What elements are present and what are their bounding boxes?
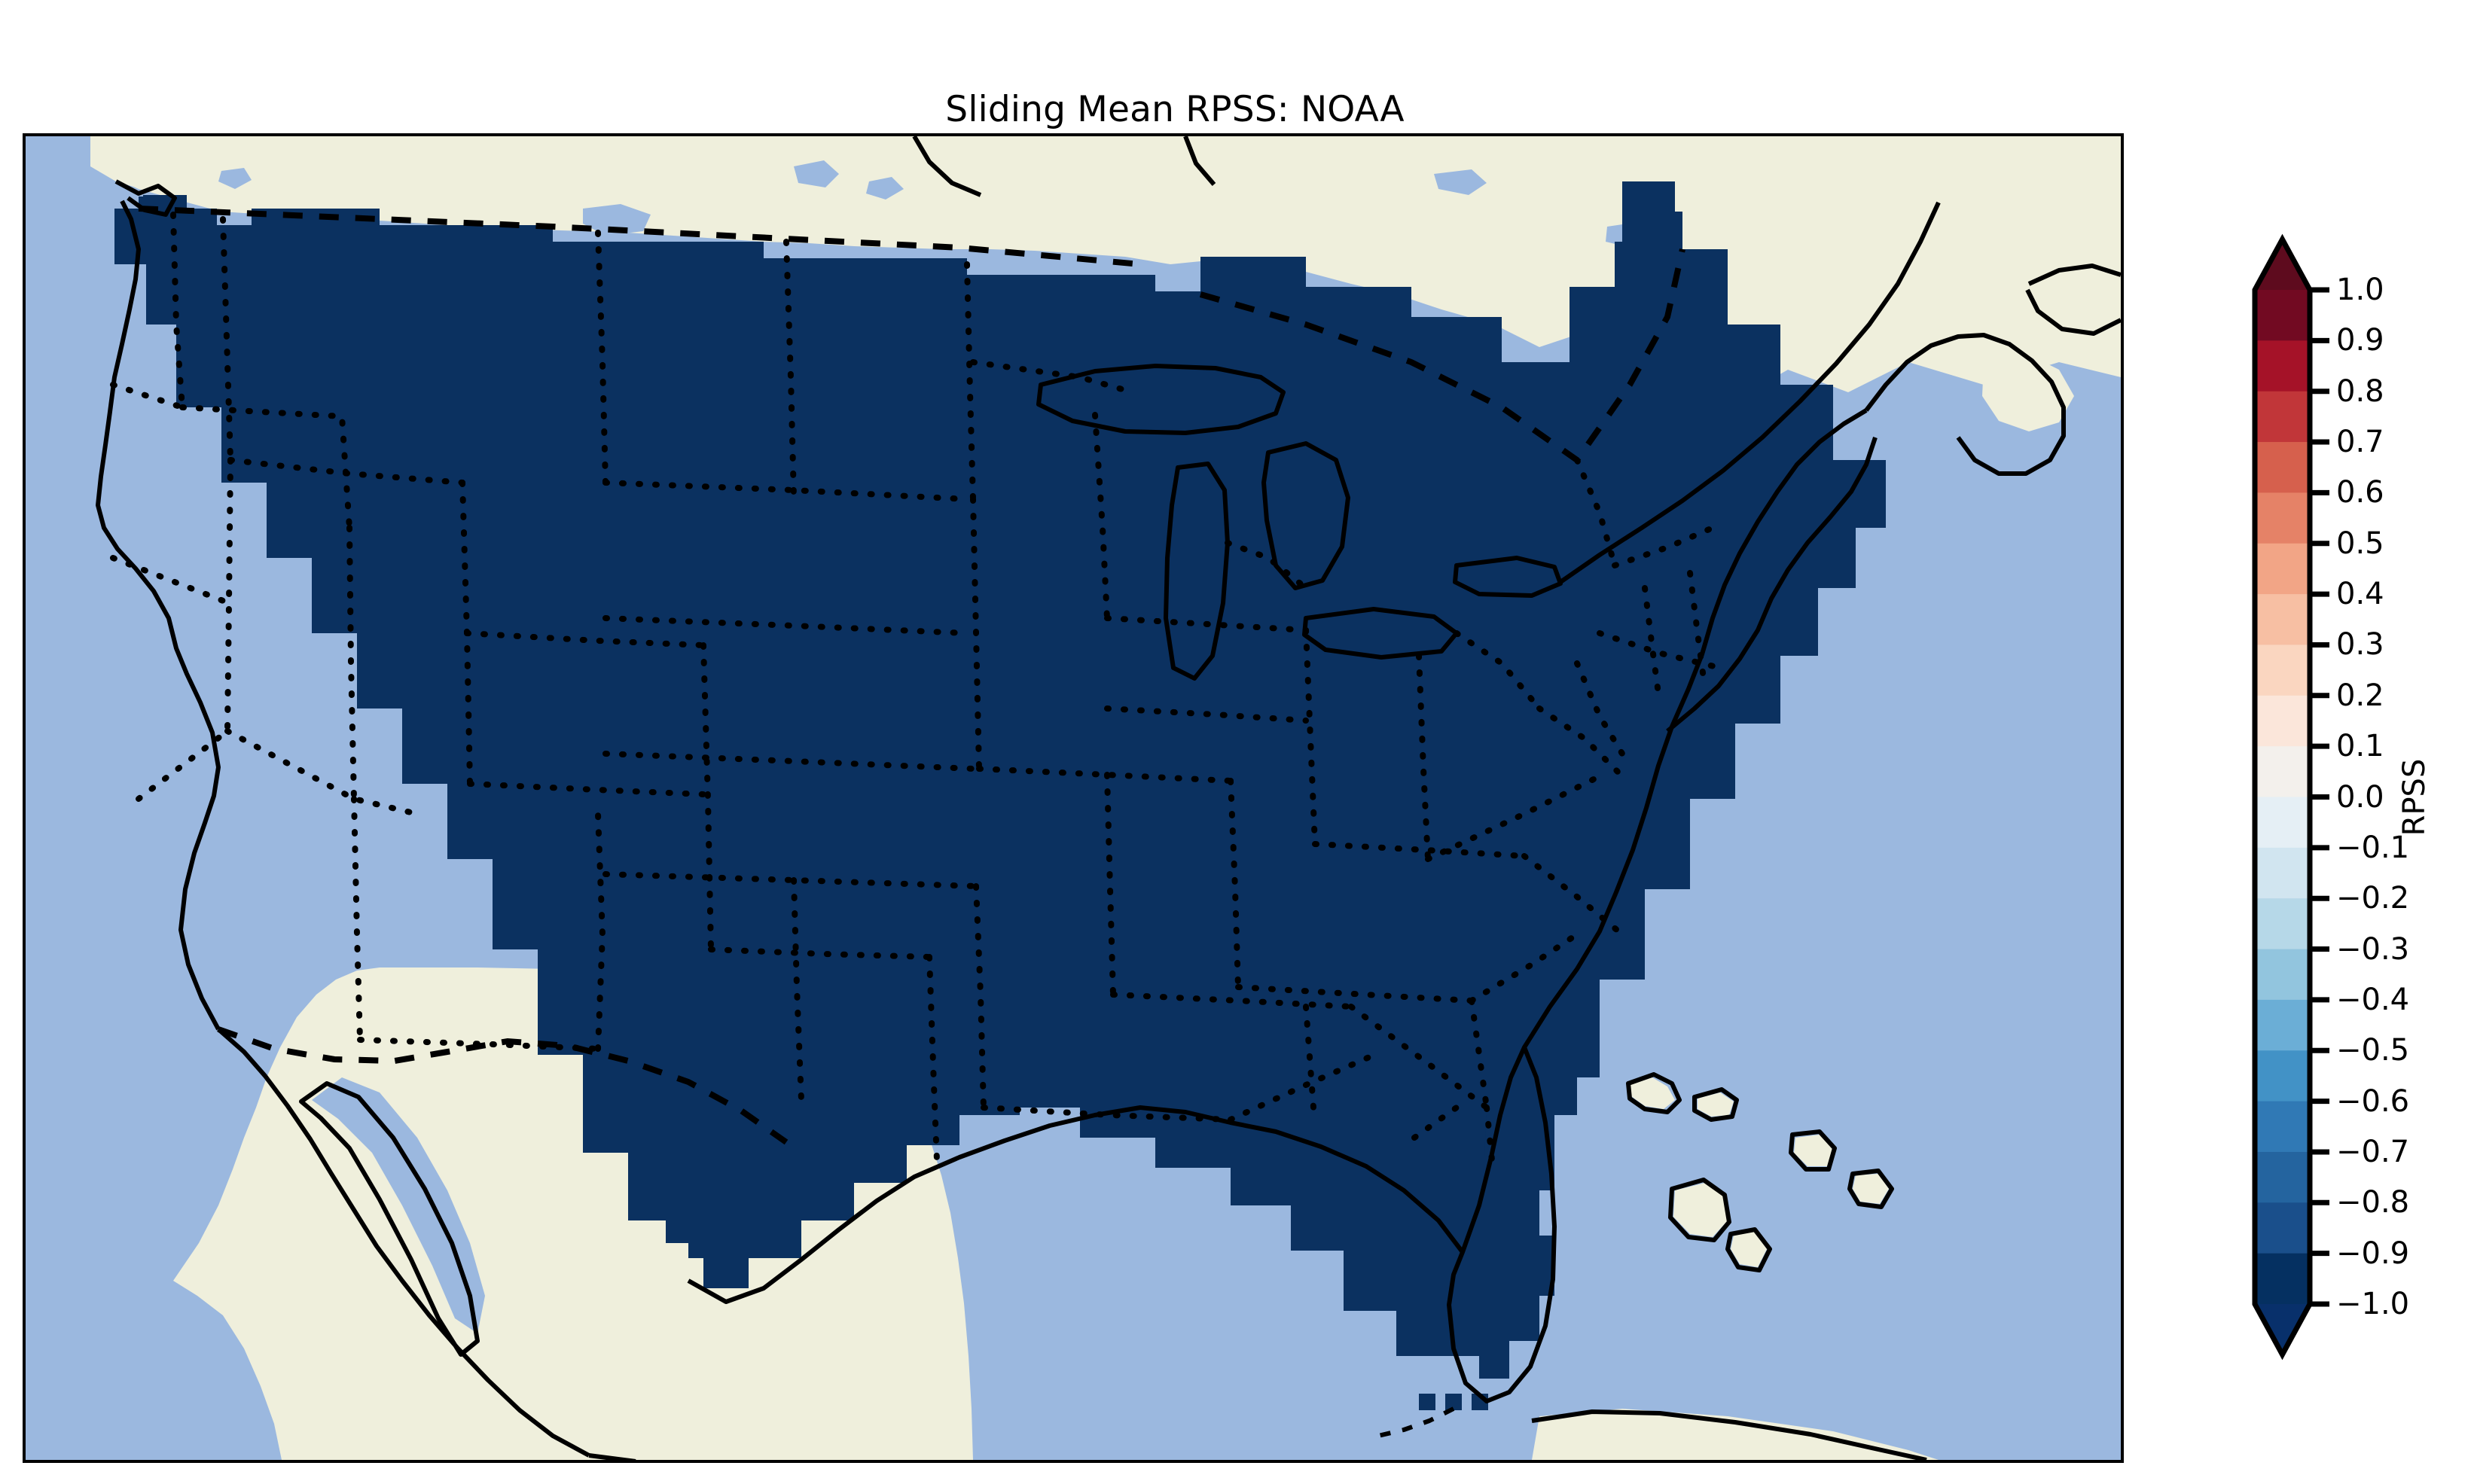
colorbar-ticks xyxy=(2310,287,2329,1307)
state-border-layer xyxy=(110,212,1723,1171)
colorbar-tick-label: 0.5 xyxy=(2336,526,2384,561)
country-border-layer xyxy=(138,206,1685,1145)
colorbar-tick-label: 1.0 xyxy=(2336,273,2384,307)
colorbar-tick-label: −0.3 xyxy=(2336,931,2410,967)
colorbar-extend-under xyxy=(2255,1304,2310,1354)
colorbar-band xyxy=(2255,1050,2310,1102)
colorbar-band xyxy=(2255,949,2310,1001)
rpss-cell xyxy=(1419,1394,1435,1410)
colorbar-tick-label: 0.2 xyxy=(2336,678,2384,713)
colorbar-tick-labels: 1.0 0.9 0.8 0.7 0.6 0.5 0.4 0.3 0.2 0.1 0.0 −0.1 −0.… xyxy=(2255,239,2474,1355)
colorbar-tick-label: −0.5 xyxy=(2336,1033,2410,1068)
colorbar-band xyxy=(2255,290,2310,341)
colorbar-tick-label: 0.1 xyxy=(2336,729,2384,764)
colorbar-tick-label: 0.8 xyxy=(2336,373,2384,409)
title-line-1: Sliding Mean RPSS: NOAA xyxy=(945,88,1405,130)
colorbar-band xyxy=(2255,847,2310,899)
rpss-cell xyxy=(1445,1394,1462,1410)
colorbar-tick-label: −0.7 xyxy=(2336,1134,2410,1169)
colorbar-tick-label: −1.0 xyxy=(2336,1287,2410,1321)
colorbar-tick-label: 0.6 xyxy=(2336,475,2384,510)
map-axes xyxy=(23,133,2124,1463)
colorbar-band xyxy=(2255,391,2310,443)
colorbar-band xyxy=(2255,1202,2310,1254)
colorbar-band xyxy=(2255,695,2310,747)
colorbar-band xyxy=(2255,492,2310,544)
colorbar-axis-label: RPSS xyxy=(2397,758,2432,836)
colorbar-tick-label: −0.9 xyxy=(2336,1236,2410,1271)
colorbar-band xyxy=(2255,442,2310,493)
map-plot-area xyxy=(26,136,2121,1460)
colorbar-tick-label: 0.7 xyxy=(2336,425,2384,460)
colorbar-tick-label: 0.4 xyxy=(2336,577,2384,612)
colorbar-graphic xyxy=(2252,233,2329,1361)
colorbar-extend-over xyxy=(2255,239,2310,290)
map-graphic xyxy=(26,136,2121,1460)
coastline-layer xyxy=(96,136,2121,1460)
colorbar-bands xyxy=(2255,239,2310,1354)
colorbar-tick-label: −0.6 xyxy=(2336,1083,2410,1119)
colorbar: 1.0 0.9 0.8 0.7 0.6 0.5 0.4 0.3 0.2 0.1 0.0 −0.1 −0.… xyxy=(2252,233,2474,1361)
colorbar-band xyxy=(2255,1101,2310,1153)
colorbar-band xyxy=(2255,746,2310,798)
colorbar-band xyxy=(2255,797,2310,849)
colorbar-band xyxy=(2255,1151,2310,1203)
colorbar-tick-label: −0.2 xyxy=(2336,881,2410,916)
rpss-maine-patch xyxy=(1577,242,1713,483)
colorbar-band xyxy=(2255,644,2310,696)
colorbar-tick-label: 0.0 xyxy=(2336,779,2384,815)
rpss-conus-patch xyxy=(116,195,1848,1356)
colorbar-band xyxy=(2255,898,2310,950)
colorbar-band xyxy=(2255,1253,2310,1305)
colorbar-tick-label: −0.4 xyxy=(2336,982,2410,1017)
colorbar-band xyxy=(2255,543,2310,595)
colorbar-tick-label: −0.1 xyxy=(2336,830,2410,865)
colorbar-tick-label: 0.9 xyxy=(2336,323,2384,358)
colorbar-band xyxy=(2255,594,2310,646)
colorbar-tick-label: 0.3 xyxy=(2336,627,2384,663)
colorbar-band xyxy=(2255,999,2310,1051)
colorbar-band xyxy=(2255,340,2310,392)
colorbar-tick-label: −0.8 xyxy=(2336,1185,2410,1220)
